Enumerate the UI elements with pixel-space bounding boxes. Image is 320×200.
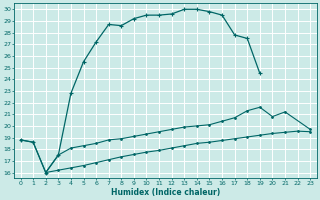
X-axis label: Humidex (Indice chaleur): Humidex (Indice chaleur) bbox=[111, 188, 220, 197]
